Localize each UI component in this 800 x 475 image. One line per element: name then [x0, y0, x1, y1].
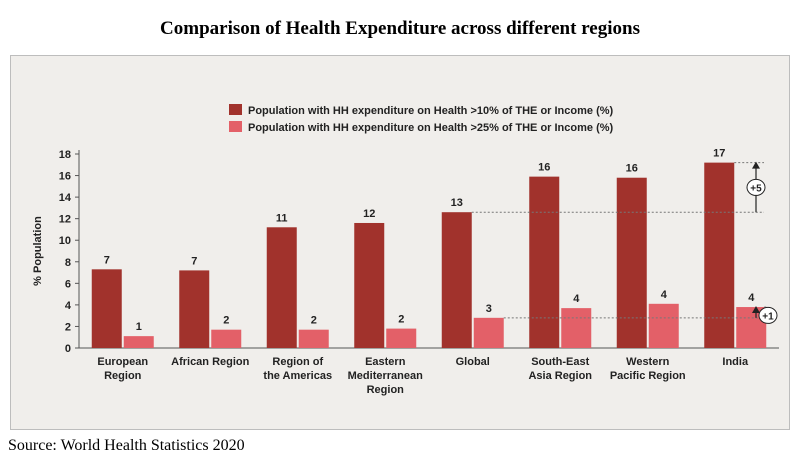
- bar-series1: [441, 212, 472, 348]
- x-tick-label: Eastern Mediterranean Region: [348, 356, 423, 396]
- x-tick-label: South-East Asia Region: [528, 356, 592, 382]
- bar-series1: [616, 177, 647, 348]
- y-tick-label: 16: [59, 171, 71, 183]
- x-tick-label: African Region: [171, 356, 250, 368]
- data-label-series2: 3: [486, 303, 492, 315]
- y-tick-label: 0: [65, 343, 71, 355]
- bar-series2: [648, 303, 679, 348]
- y-tick-label: 14: [59, 192, 72, 204]
- y-axis-label: % Population: [32, 216, 44, 286]
- y-tick-label: 2: [65, 321, 71, 333]
- x-tick-label: Global: [456, 356, 490, 368]
- delta-badge-label: +5: [750, 183, 762, 194]
- delta-arrow-head: [752, 306, 760, 314]
- x-tick-label: India: [722, 356, 749, 368]
- y-tick-label: 4: [65, 300, 72, 312]
- y-tick-label: 8: [65, 257, 71, 269]
- data-label-series1: 7: [191, 255, 197, 267]
- data-label-series1: 13: [451, 197, 463, 209]
- x-tick-label: Western Pacific Region: [610, 356, 686, 382]
- x-tick-label: European Region: [97, 356, 148, 382]
- bar-series1: [354, 222, 385, 348]
- page-title: Comparison of Health Expenditure across …: [160, 18, 640, 39]
- legend-swatch-1: [229, 104, 242, 115]
- data-label-series2: 2: [398, 314, 404, 326]
- bar-series2: [211, 329, 242, 348]
- bar-series1: [529, 176, 560, 348]
- data-label-series2: 4: [661, 289, 668, 301]
- legend-label-2: Population with HH expenditure on Health…: [248, 122, 614, 134]
- legend-label-1: Population with HH expenditure on Health…: [248, 105, 614, 117]
- legend-swatch-2: [229, 121, 242, 132]
- data-label-series1: 11: [276, 212, 288, 224]
- y-tick-label: 10: [59, 235, 71, 247]
- data-label-series1: 16: [538, 162, 550, 174]
- data-label-series2: 2: [223, 315, 229, 327]
- bar-series1: [179, 270, 210, 348]
- data-label-series1: 17: [713, 148, 725, 160]
- source-note: Source: World Health Statistics 2020: [8, 437, 245, 454]
- bar-series2: [298, 329, 329, 348]
- delta-arrow-head: [752, 161, 760, 169]
- bar-series2: [386, 328, 417, 348]
- bar-series1: [266, 227, 297, 348]
- bar-chart: Population with HH expenditure on Health…: [32, 104, 779, 396]
- chart-panel: Population with HH expenditure on Health…: [10, 55, 790, 430]
- data-label-series2: 4: [748, 292, 755, 304]
- bar-series2: [123, 336, 154, 348]
- x-tick-label: Region of the Americas: [263, 356, 332, 382]
- y-tick-label: 6: [65, 278, 71, 290]
- data-label-series2: 1: [136, 321, 142, 333]
- bar-series2: [473, 317, 504, 348]
- delta-badge-label: +1: [762, 311, 774, 322]
- delta-badge: [758, 306, 778, 324]
- data-label-series2: 4: [573, 293, 580, 305]
- bar-series1: [91, 269, 122, 348]
- data-label-series2: 2: [311, 315, 317, 327]
- delta-badge: [746, 178, 766, 196]
- bar-series2: [561, 308, 592, 348]
- y-tick-label: 18: [59, 149, 71, 161]
- data-label-series1: 12: [363, 208, 375, 220]
- bar-series1: [704, 162, 735, 348]
- y-tick-label: 12: [59, 214, 71, 226]
- data-label-series1: 16: [626, 163, 638, 175]
- data-label-series1: 7: [104, 254, 110, 266]
